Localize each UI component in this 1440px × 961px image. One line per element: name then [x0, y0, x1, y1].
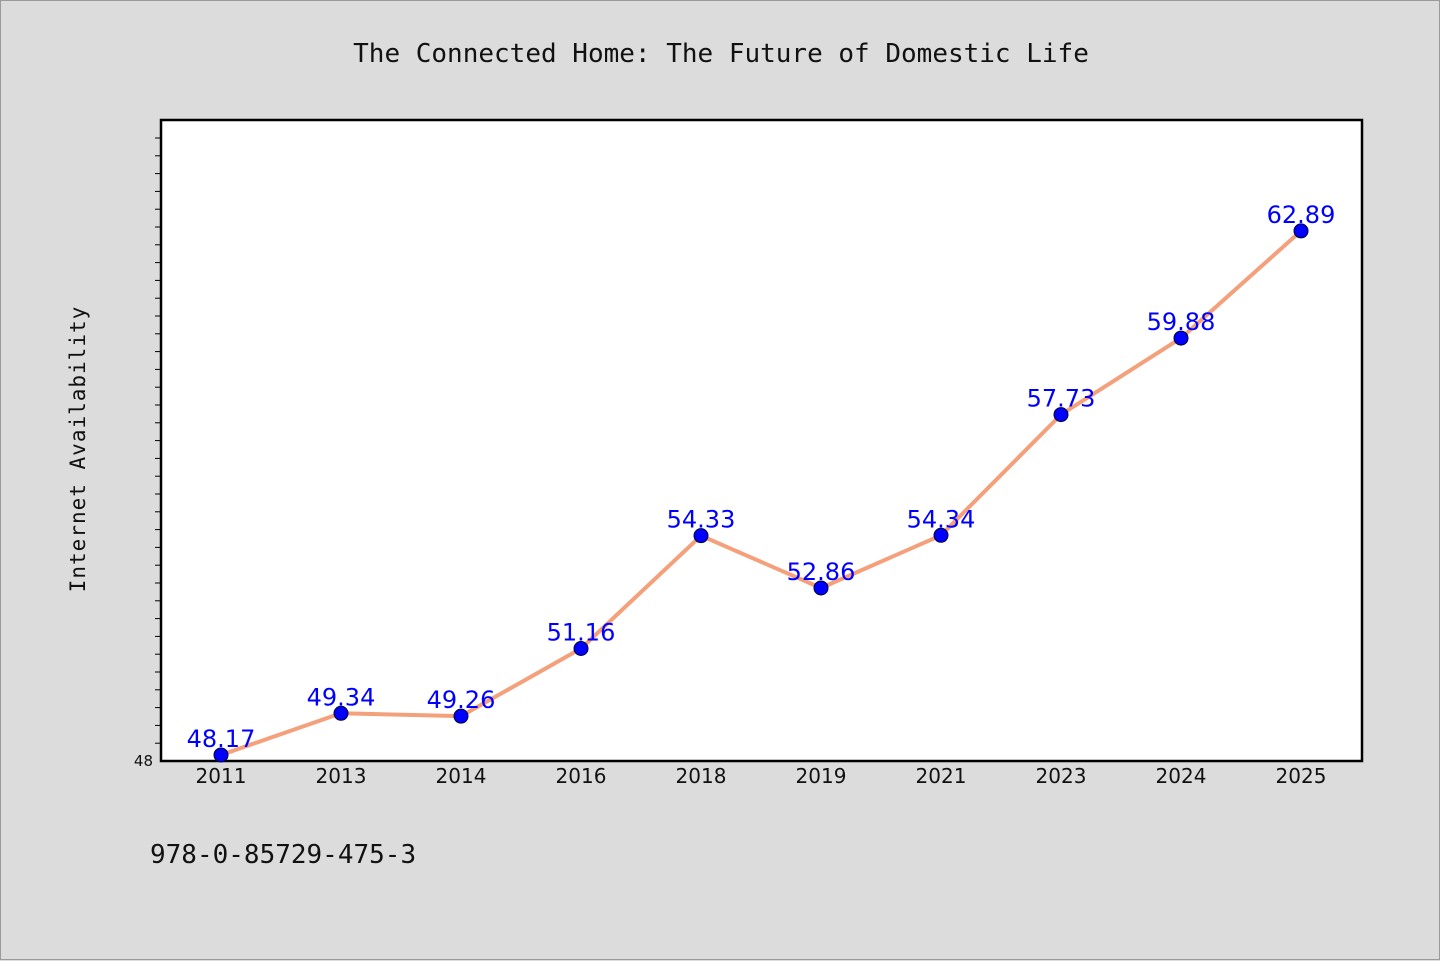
x-tick-label: 2011 — [196, 764, 247, 788]
data-label: 49.34 — [307, 683, 376, 711]
x-axis: 2011 2013 2014 2016 2018 2019 2021 2023 2024 2025 — [196, 764, 1327, 788]
data-label: 54.34 — [907, 505, 976, 533]
data-label: 57.73 — [1027, 385, 1096, 413]
plot-area — [159, 118, 1364, 763]
series-line — [219, 228, 1303, 757]
y-axis: 48 — [134, 137, 161, 770]
data-label: 49.26 — [427, 686, 496, 714]
series-markers — [213, 223, 1309, 763]
data-point — [453, 708, 469, 724]
x-tick-label: 2025 — [1276, 764, 1327, 788]
x-tick-label: 2018 — [676, 764, 727, 788]
y-tick-label: 48 — [134, 752, 153, 770]
data-label: 48.17 — [187, 725, 256, 753]
y-axis-label: Internet Availability — [66, 306, 90, 593]
data-label: 51.16 — [547, 619, 616, 647]
isbn-text: 978-0-85729-475-3 — [150, 840, 416, 870]
data-label: 54.33 — [667, 506, 736, 534]
data-point — [1293, 223, 1309, 239]
data-labels: 48.17 49.34 49.26 51.16 54.33 52.86 54.34 57.73… — [187, 201, 1336, 753]
data-point — [573, 641, 589, 657]
x-tick-label: 2023 — [1036, 764, 1087, 788]
x-tick-label: 2019 — [796, 764, 847, 788]
x-tick-label: 2016 — [556, 764, 607, 788]
data-label: 59.88 — [1147, 308, 1216, 336]
x-tick-label: 2014 — [436, 764, 487, 788]
data-point — [333, 705, 349, 721]
x-tick-label: 2024 — [1156, 764, 1207, 788]
data-point — [1053, 407, 1069, 423]
data-point — [693, 528, 709, 544]
chart-title: The Connected Home: The Future of Domest… — [353, 39, 1089, 69]
data-point — [933, 527, 949, 543]
data-point — [213, 747, 229, 763]
data-point — [1173, 330, 1189, 346]
data-label: 52.86 — [787, 558, 856, 586]
x-tick-label: 2021 — [916, 764, 967, 788]
x-tick-label: 2013 — [316, 764, 367, 788]
data-point — [813, 580, 829, 596]
data-label: 62.89 — [1267, 201, 1336, 229]
